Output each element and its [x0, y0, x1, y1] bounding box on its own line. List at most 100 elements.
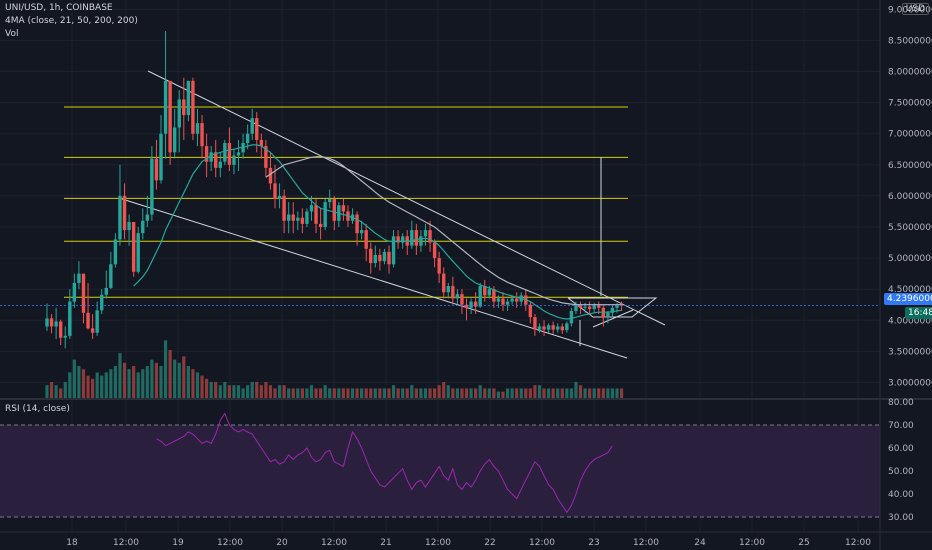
candle-body: [145, 214, 150, 221]
time-tick-label: 22: [484, 538, 495, 548]
candle-body: [81, 273, 86, 313]
price-tick-label: 7.00000000: [888, 130, 932, 140]
volume-bar: [606, 388, 610, 398]
candle-body: [159, 133, 163, 181]
volume-bar: [141, 369, 145, 398]
volume-bar: [81, 369, 86, 398]
candle-body: [419, 236, 423, 246]
candle-body: [63, 335, 67, 338]
volume-bar: [556, 388, 560, 398]
volume-bar: [218, 385, 222, 398]
candle-body: [569, 310, 574, 324]
candle-body: [163, 80, 168, 134]
volume-bar: [68, 372, 72, 398]
candle-body: [95, 310, 99, 333]
volume-bar: [305, 388, 309, 398]
volume-bar: [104, 372, 108, 398]
time-tick-label: 12:00: [529, 538, 555, 548]
candle-body: [492, 289, 496, 302]
candle-body: [373, 254, 378, 264]
candle-body: [332, 199, 336, 221]
volume-bar: [396, 388, 400, 398]
candle-body: [177, 99, 181, 128]
time-axis[interactable]: 18 12:00 19 12:00 20 12:00 21 12:00 22 12:00 23 12:…: [66, 538, 871, 548]
volume-bar: [49, 382, 54, 398]
candle-body: [86, 312, 90, 329]
candle-body: [182, 99, 186, 116]
volume-bars: [45, 340, 624, 398]
candle-body: [259, 139, 264, 147]
volume-bar: [433, 388, 437, 398]
volume-bar: [77, 366, 81, 398]
ma-slow-line: [265, 156, 622, 306]
ma-legend[interactable]: 4MA (close, 21, 50, 200, 200): [5, 16, 138, 26]
volume-bar: [323, 385, 327, 398]
candle-body: [592, 305, 596, 310]
candle-body: [168, 80, 172, 153]
price-tick-label: 5.50000000: [888, 223, 932, 233]
candle-body: [54, 321, 58, 327]
time-tick-label: 23: [588, 538, 599, 548]
price-axis[interactable]: 9.00000000 8.50000000 8.00000000 7.50000000…: [888, 5, 932, 388]
candle-body: [578, 304, 583, 308]
volume-bar: [542, 388, 546, 398]
candle-body: [533, 317, 537, 330]
volume-bar: [214, 382, 218, 398]
candle-body: [487, 289, 492, 296]
candle-body: [122, 195, 127, 231]
time-tick-label: 12:00: [113, 538, 139, 548]
volume-bar: [118, 353, 122, 398]
candle-body: [109, 264, 113, 288]
candle-body: [214, 152, 218, 168]
volume-bar: [191, 369, 195, 398]
volume-legend[interactable]: Vol: [5, 29, 19, 39]
candle-body: [359, 230, 364, 234]
volume-bar: [264, 382, 268, 398]
volume-bar: [296, 388, 300, 398]
candle-body: [250, 118, 254, 134]
rsi-tick-label: 50.00: [888, 467, 914, 477]
candle-body: [565, 323, 569, 331]
time-tick-label: 25: [798, 538, 809, 548]
volume-bar: [86, 375, 90, 398]
volume-bar: [287, 388, 291, 398]
candle-body: [314, 205, 318, 224]
volume-bar: [341, 388, 345, 398]
candle-body: [291, 214, 295, 221]
candle-body: [204, 146, 209, 162]
volume-bar: [410, 385, 414, 398]
volume-bar: [350, 388, 355, 398]
candle-body: [615, 304, 619, 308]
volume-bar: [414, 388, 418, 398]
trendline-lower[interactable]: [121, 198, 628, 359]
candle-body: [282, 195, 286, 221]
price-tick-label: 6.00000000: [888, 192, 932, 202]
currency-label[interactable]: USD: [901, 3, 929, 15]
trendline-upper[interactable]: [147, 70, 666, 326]
volume-bar: [492, 388, 496, 398]
candle-body: [528, 304, 533, 318]
candle-body: [195, 123, 200, 134]
rsi-legend[interactable]: RSI (14, close): [5, 404, 70, 414]
volume-bar: [163, 340, 168, 398]
candle-body: [537, 326, 542, 330]
candle-body: [391, 236, 396, 265]
candle-body: [606, 312, 610, 318]
horizontal-levels[interactable]: [64, 106, 628, 298]
price-tick-label: 9.00000000: [888, 5, 932, 15]
candle-body: [154, 158, 159, 181]
volume-bar: [95, 372, 99, 398]
volume-bar: [195, 372, 200, 398]
volume-bar: [337, 388, 341, 398]
candle-body: [323, 202, 327, 227]
symbol-legend[interactable]: UNI/USD, 1h, COINBASE: [5, 3, 113, 13]
volume-bar: [437, 385, 441, 398]
candle-body: [245, 133, 250, 144]
time-tick-label: 24: [694, 538, 706, 548]
time-tick-label: 12:00: [739, 538, 765, 548]
triangle-apex-line[interactable]: [592, 309, 634, 328]
price-tick-label: 7.50000000: [888, 99, 932, 109]
rsi-axis[interactable]: 80.00 70.00 60.00 50.00 40.00 30.00: [888, 398, 914, 523]
volume-bar: [391, 385, 396, 398]
